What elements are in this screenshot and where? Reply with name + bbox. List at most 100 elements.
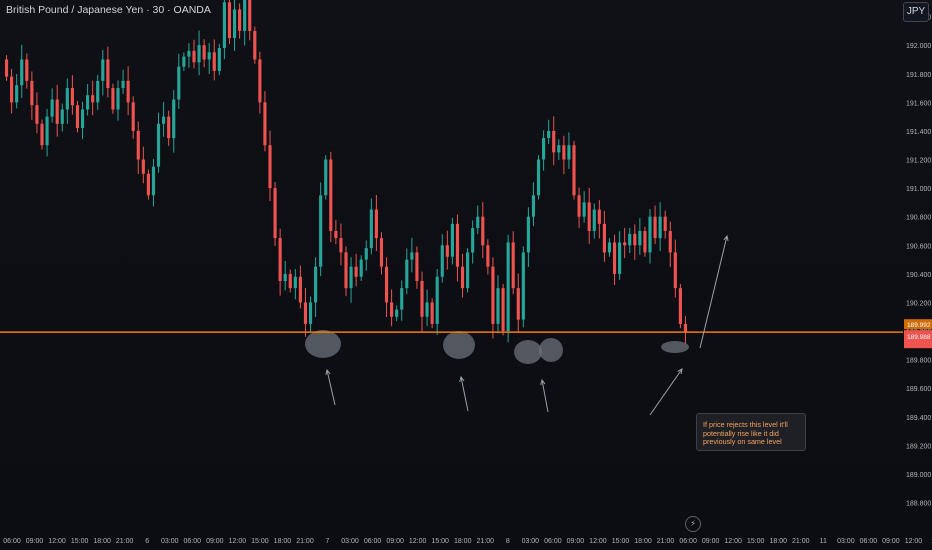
candle-body — [187, 50, 191, 57]
current-price-label: 189.988 — [907, 334, 931, 341]
candle-body — [156, 123, 161, 167]
y-tick-label: 189.200 — [906, 443, 931, 450]
x-tick-label: 21:00 — [477, 538, 495, 545]
candle-body — [395, 309, 399, 317]
y-tick-label: 189.600 — [906, 386, 931, 393]
candle-body — [182, 56, 186, 67]
x-tick-label: 09:00 — [702, 538, 720, 545]
y-tick-label: 191.000 — [906, 186, 931, 193]
candle-body — [430, 302, 434, 324]
x-tick-label: 03:00 — [341, 538, 359, 545]
candle-body — [663, 216, 667, 231]
candle-body — [501, 288, 505, 332]
x-tick-label: 18:00 — [93, 538, 111, 545]
candle-body — [592, 209, 596, 231]
candle-body — [349, 266, 353, 289]
arrow-up-1 — [326, 369, 336, 406]
support-touch-highlight — [661, 341, 689, 353]
x-tick-label: 6 — [145, 538, 149, 545]
level-price-label: 189.992 — [907, 322, 931, 329]
candle-body — [542, 138, 546, 160]
candle-body — [131, 102, 135, 131]
candle-body — [80, 109, 85, 129]
candle-body — [238, 9, 242, 31]
candle-body — [618, 242, 622, 274]
candle-body — [65, 88, 69, 110]
candle-body — [379, 238, 384, 267]
candle-body — [283, 273, 287, 282]
candle-body — [263, 102, 267, 146]
candle-body — [526, 216, 530, 253]
current-price-badge — [904, 330, 932, 349]
candle-body — [314, 266, 318, 303]
candle-body — [106, 59, 110, 89]
candle-body — [536, 159, 541, 196]
candle-body — [455, 223, 460, 267]
candle-body — [202, 45, 206, 60]
candle-body — [384, 266, 389, 303]
candle-body — [450, 223, 454, 257]
y-tick-label: 190.200 — [906, 300, 931, 307]
candle-body — [243, 0, 247, 31]
candle-body — [101, 59, 105, 81]
candle-body — [141, 159, 145, 174]
candle-body — [648, 216, 652, 253]
candle-body — [673, 252, 677, 289]
candle-body — [207, 52, 211, 60]
candle-body — [440, 245, 444, 277]
x-tick-label: 09:00 — [882, 538, 900, 545]
lightning-icon[interactable]: ⚡ — [685, 516, 701, 532]
arrow-up-4 — [649, 368, 683, 416]
y-tick-label: 188.800 — [906, 501, 931, 508]
candle-body — [60, 109, 64, 124]
candle-body — [623, 242, 627, 246]
x-tick-label: 15:00 — [612, 538, 630, 545]
candle-body — [334, 230, 338, 239]
candle-body — [96, 80, 100, 103]
candle-body — [369, 209, 373, 249]
x-tick-label: 12:00 — [409, 538, 427, 545]
x-tick-label: 21:00 — [296, 538, 314, 545]
y-tick-label: 191.200 — [906, 158, 931, 165]
y-tick-label: 190.400 — [906, 272, 931, 279]
x-tick-label: 18:00 — [769, 538, 787, 545]
candle-body — [597, 209, 601, 224]
x-tick-label: 06:00 — [3, 538, 21, 545]
x-tick-label: 18:00 — [454, 538, 472, 545]
x-tick-label: 15:00 — [431, 538, 449, 545]
candle-body — [298, 276, 302, 303]
y-tick-label: 189.000 — [906, 472, 931, 479]
candle-body — [364, 248, 368, 260]
x-tick-label: 06:00 — [544, 538, 562, 545]
candle-body — [567, 145, 571, 160]
candle-body — [136, 130, 140, 160]
candle-body — [425, 302, 429, 317]
arrow-up-2-head — [459, 375, 465, 382]
candle-body — [126, 80, 130, 103]
candle-body — [258, 59, 262, 103]
candle-body — [435, 276, 439, 324]
candle-body — [91, 95, 95, 103]
candle-body — [308, 302, 313, 324]
x-tick-label: 06:00 — [679, 538, 697, 545]
currency-button[interactable]: JPY — [903, 2, 929, 22]
candle-body — [273, 188, 277, 239]
candle-body — [232, 9, 237, 39]
candle-body — [324, 159, 328, 196]
candle-body — [481, 216, 485, 246]
candle-body — [25, 59, 29, 81]
candle-body — [359, 259, 363, 277]
candle-body — [516, 288, 520, 320]
support-touch-highlight — [539, 338, 563, 362]
candle-body — [577, 195, 581, 217]
x-tick-label: 12:00 — [48, 538, 66, 545]
annotation-note[interactable]: If price rejects this level it'll potent… — [696, 413, 806, 451]
candle-body — [121, 80, 125, 89]
candle-body — [582, 202, 586, 217]
candle-body — [562, 145, 566, 160]
candle-body — [15, 85, 19, 103]
candle-body — [476, 216, 480, 229]
candle-body — [374, 209, 378, 239]
candle-body — [111, 88, 115, 110]
